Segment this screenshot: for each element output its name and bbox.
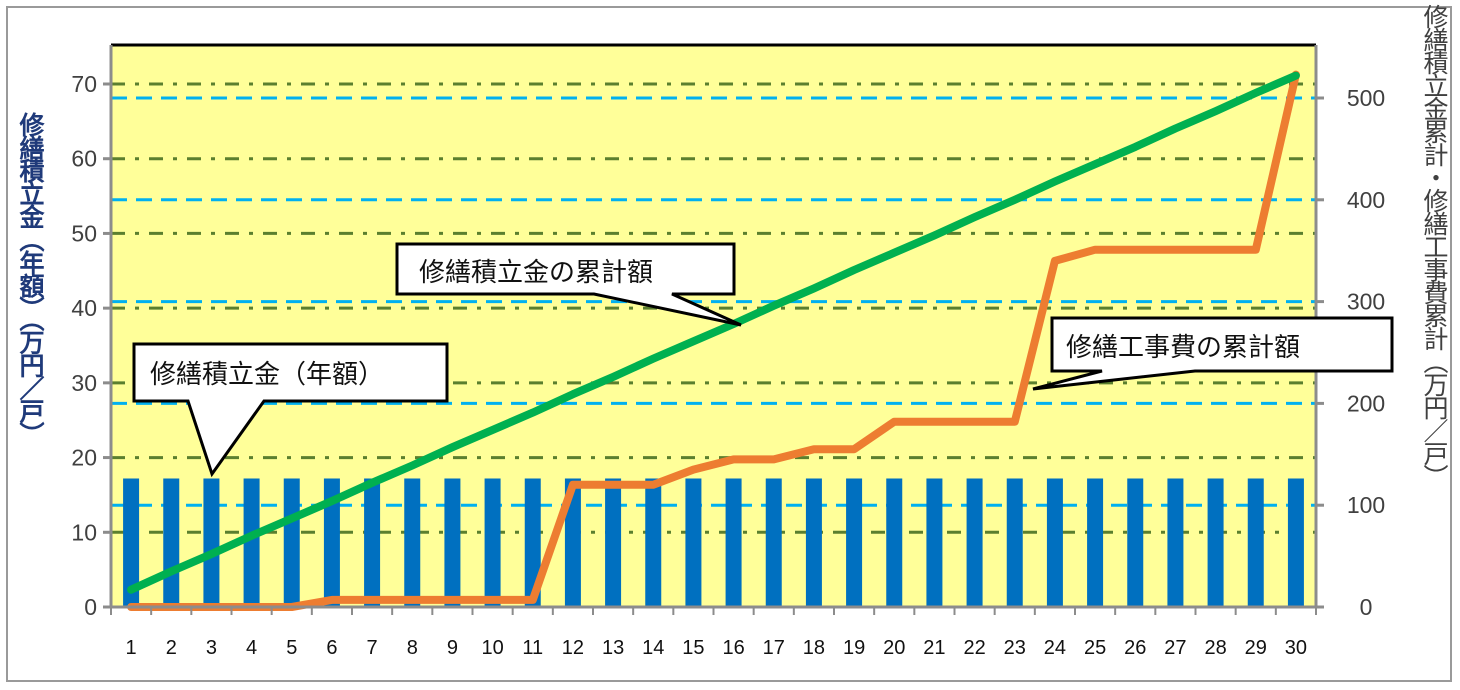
bar: [1006, 478, 1023, 607]
bar: [886, 478, 903, 607]
bar: [1287, 478, 1304, 607]
svg-text:10: 10: [481, 637, 503, 659]
svg-text:400: 400: [1347, 187, 1385, 213]
bar: [484, 478, 501, 607]
svg-text:29: 29: [1245, 637, 1267, 659]
svg-text:23: 23: [1004, 637, 1026, 659]
line-series-cumulative-repair: [127, 70, 1300, 611]
svg-text:50: 50: [71, 220, 97, 246]
bar: [805, 478, 822, 607]
bar: [203, 478, 220, 607]
svg-text:26: 26: [1124, 637, 1146, 659]
svg-text:21: 21: [923, 637, 945, 659]
bar: [123, 478, 140, 607]
right-gridlines: [111, 96, 1316, 507]
left-axis-ticks: 0 10 20 30 40 50 60 70: [71, 71, 97, 620]
bar: [765, 478, 782, 607]
svg-text:2: 2: [166, 637, 177, 659]
svg-text:13: 13: [602, 637, 624, 659]
callout-shapes: [132, 242, 1394, 478]
svg-text:200: 200: [1347, 390, 1385, 416]
callout-cumulative-repair: 修繕工事費の累計額: [1066, 333, 1301, 363]
svg-text:6: 6: [326, 637, 337, 659]
svg-text:19: 19: [843, 637, 865, 659]
svg-text:5: 5: [286, 637, 297, 659]
bar: [926, 478, 943, 607]
svg-text:4: 4: [246, 637, 257, 659]
svg-text:1: 1: [126, 637, 137, 659]
svg-text:0: 0: [84, 594, 97, 620]
svg-text:3: 3: [206, 637, 217, 659]
svg-text:300: 300: [1347, 289, 1385, 315]
left-axis-title: 修繕積立金（年額）（万円／戸）: [16, 112, 44, 445]
bar: [725, 478, 742, 607]
svg-text:9: 9: [447, 637, 458, 659]
bar: [645, 478, 662, 607]
svg-text:500: 500: [1347, 85, 1385, 111]
callout-annual-reserve: 修繕積立金（年額）: [150, 360, 385, 390]
bar: [1207, 478, 1224, 607]
bar: [966, 478, 983, 607]
bar: [1247, 478, 1264, 607]
bar: [1046, 478, 1063, 607]
bar: [564, 478, 581, 607]
bar: [846, 478, 863, 607]
svg-text:17: 17: [763, 637, 785, 659]
svg-text:16: 16: [722, 637, 744, 659]
bar: [685, 478, 702, 607]
bar: [1167, 478, 1184, 607]
svg-text:11: 11: [522, 637, 543, 659]
bar: [605, 478, 622, 607]
bar: [283, 478, 300, 607]
svg-text:30: 30: [71, 370, 97, 396]
svg-text:8: 8: [407, 637, 418, 659]
svg-text:18: 18: [803, 637, 825, 659]
svg-text:40: 40: [71, 295, 97, 321]
right-axis-title: 修繕積立金累計・修繕工事費累計（万円／戸）: [1420, 4, 1448, 487]
svg-text:7: 7: [367, 637, 378, 659]
svg-text:15: 15: [682, 637, 704, 659]
svg-text:0: 0: [1360, 594, 1373, 620]
right-axis-ticks: 0 100 200 300 400 500: [1347, 85, 1385, 620]
bar: [323, 478, 340, 607]
svg-text:27: 27: [1164, 637, 1186, 659]
svg-text:14: 14: [642, 637, 664, 659]
bar: [364, 478, 381, 607]
svg-text:28: 28: [1204, 637, 1226, 659]
bar: [1127, 478, 1144, 607]
bar: [163, 478, 180, 607]
x-axis-ticks: 1 2 3 4 5 6 7 8 9 10 11 12 13 14 15 16 17 18 19 20 21 22 23 24 2…: [126, 637, 1308, 659]
line-series-cumulative-reserve: [127, 71, 1300, 594]
bar: [524, 478, 541, 607]
svg-text:60: 60: [71, 146, 97, 172]
svg-text:24: 24: [1044, 637, 1066, 659]
svg-text:10: 10: [71, 519, 97, 545]
callout-cumulative-reserve: 修繕積立金の累計額: [419, 258, 654, 288]
svg-text:100: 100: [1347, 492, 1385, 518]
bar: [404, 478, 421, 607]
svg-text:12: 12: [562, 637, 584, 659]
svg-text:22: 22: [963, 637, 985, 659]
bar: [243, 478, 260, 607]
bar: [444, 478, 461, 607]
svg-text:30: 30: [1285, 637, 1307, 659]
svg-text:20: 20: [883, 637, 905, 659]
bar: [1087, 478, 1104, 607]
svg-text:20: 20: [71, 445, 97, 471]
svg-text:25: 25: [1084, 637, 1106, 659]
svg-text:70: 70: [71, 71, 97, 97]
